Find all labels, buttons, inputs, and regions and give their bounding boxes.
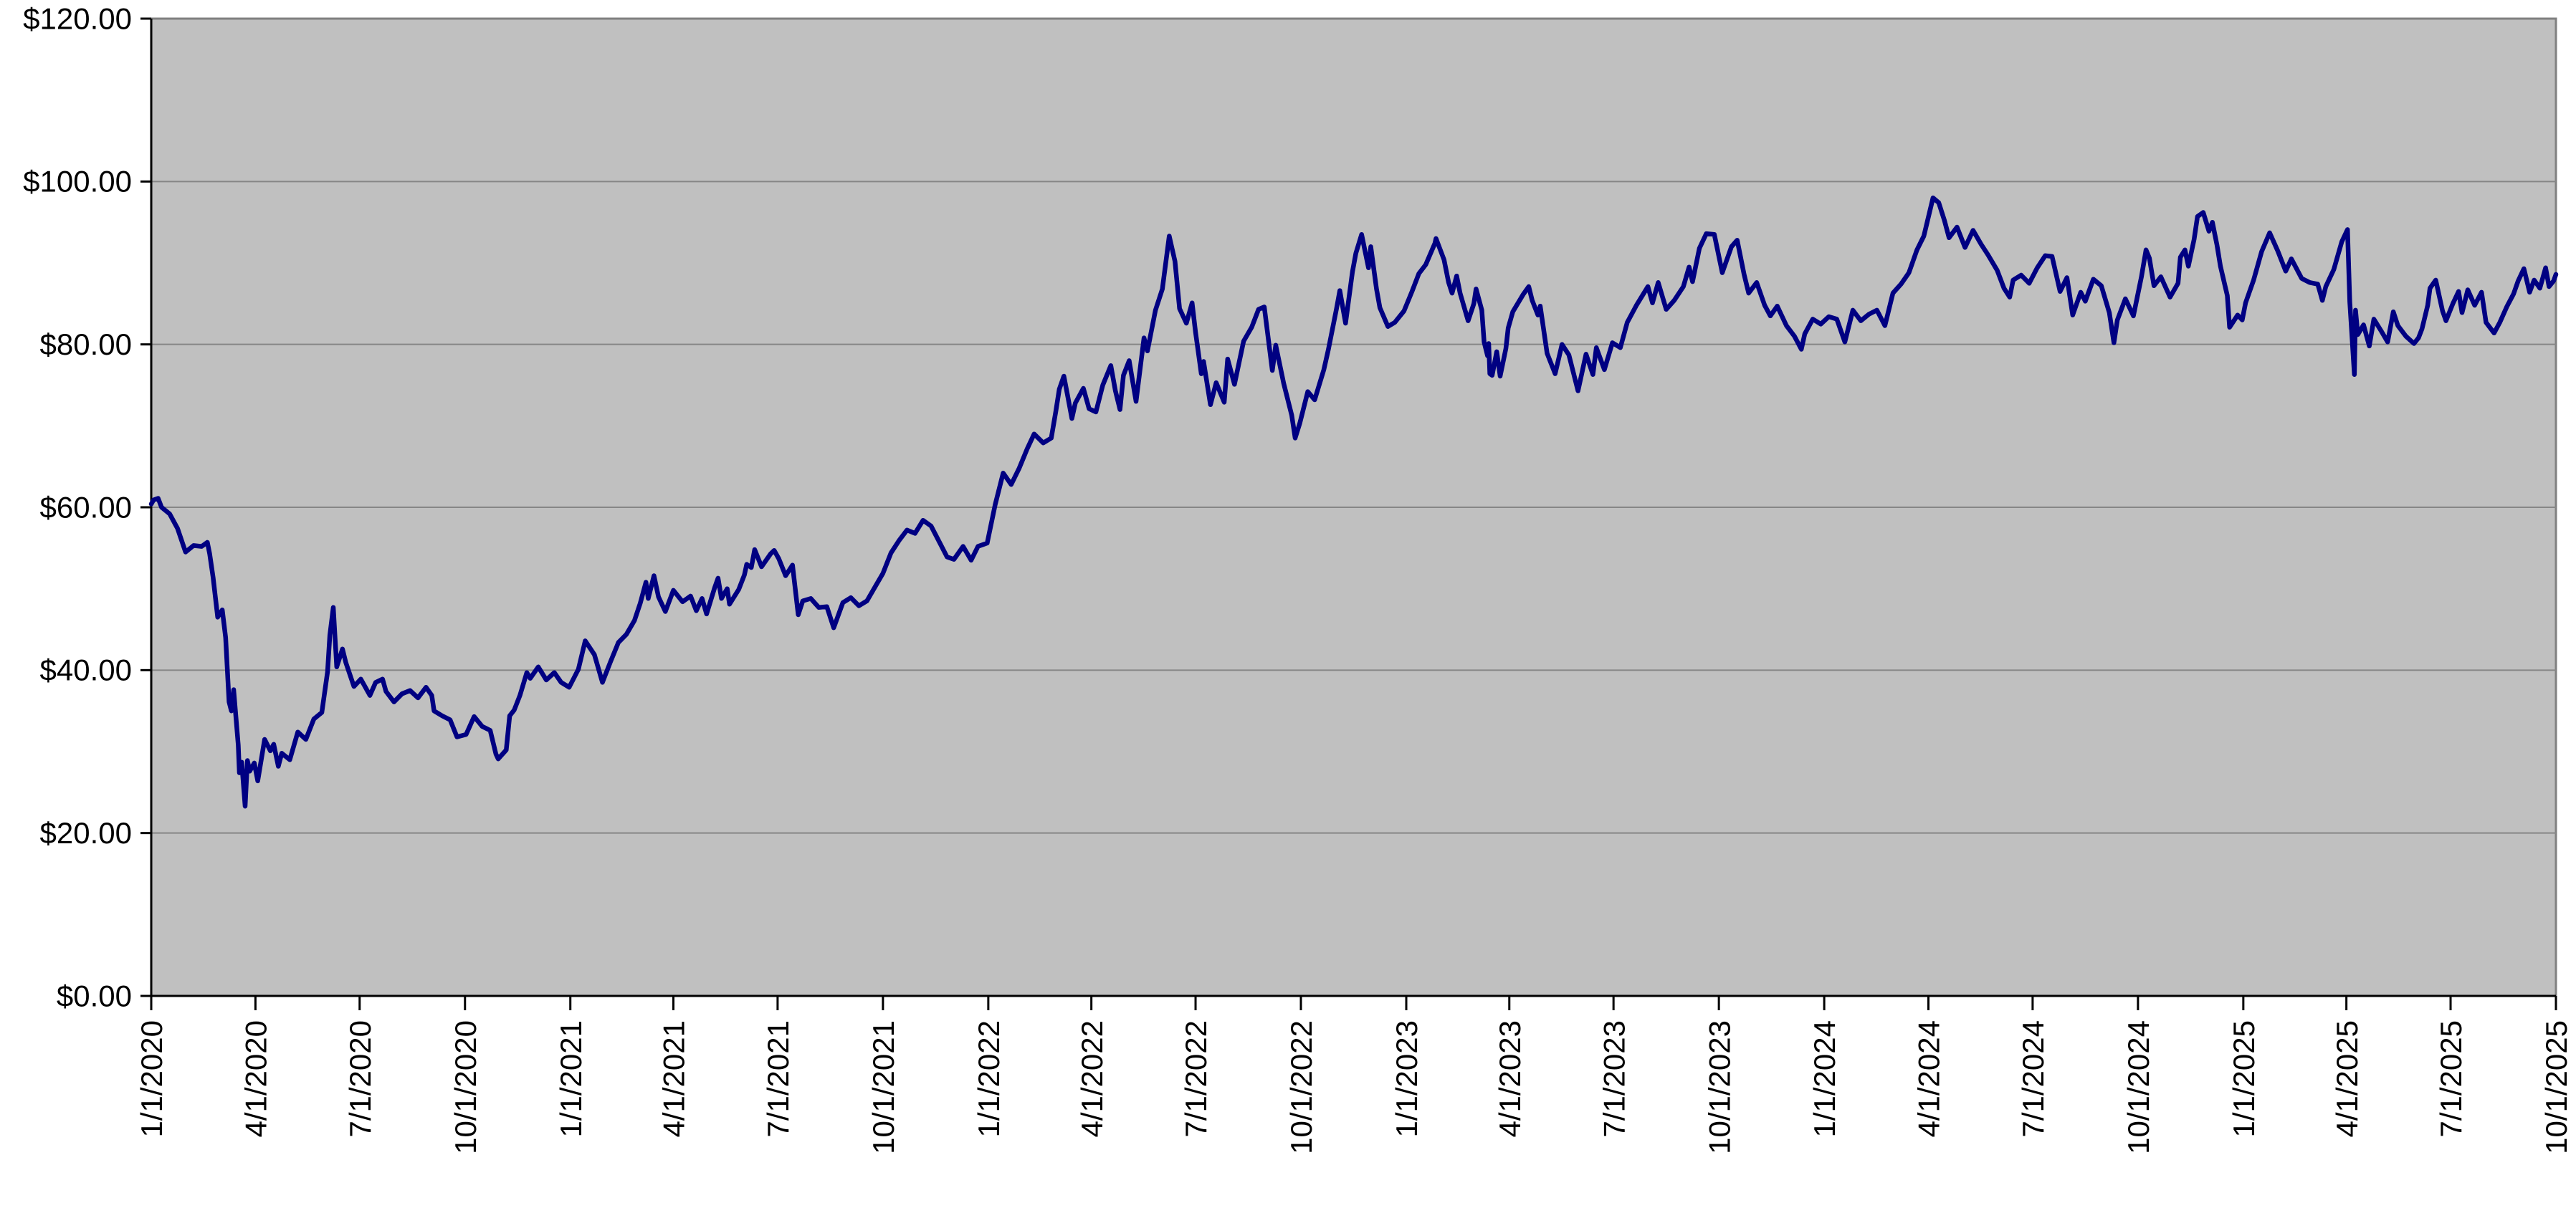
x-axis-label: 4/1/2020 (239, 1020, 273, 1138)
x-axis-label: 10/1/2021 (867, 1020, 900, 1154)
x-axis-label: 10/1/2020 (449, 1020, 482, 1154)
x-axis-label: 10/1/2023 (1702, 1020, 1736, 1154)
x-axis-label: 10/1/2025 (2539, 1020, 2573, 1154)
y-axis-label: $20.00 (40, 816, 132, 850)
y-axis-label: $40.00 (40, 653, 132, 687)
x-axis-label: 10/1/2024 (2122, 1020, 2155, 1154)
x-axis-label: 7/1/2024 (2016, 1020, 2050, 1138)
x-axis-label: 1/1/2022 (972, 1020, 1006, 1138)
x-axis-label: 4/1/2022 (1075, 1020, 1109, 1138)
x-axis-label: 7/1/2020 (343, 1020, 377, 1138)
x-axis-label: 4/1/2025 (2330, 1020, 2364, 1138)
x-axis-label: 4/1/2024 (1912, 1020, 1946, 1138)
x-axis-label: 4/1/2023 (1493, 1020, 1527, 1138)
x-axis-label: 4/1/2021 (657, 1020, 691, 1138)
y-axis-label: $100.00 (23, 165, 132, 198)
y-axis-label: $0.00 (57, 979, 132, 1012)
x-axis-label: 7/1/2021 (761, 1020, 795, 1138)
x-axis-label: 1/1/2023 (1390, 1020, 1423, 1138)
x-axis-label: 10/1/2022 (1284, 1020, 1318, 1154)
y-axis-label: $60.00 (40, 490, 132, 524)
price-line (148, 195, 2559, 809)
y-axis-label: $120.00 (23, 1, 132, 35)
x-axis-label: 7/1/2023 (1597, 1020, 1631, 1138)
x-axis-label: 7/1/2022 (1179, 1020, 1213, 1138)
x-axis-label: 7/1/2025 (2434, 1020, 2468, 1138)
x-axis-label: 1/1/2020 (135, 1020, 168, 1138)
x-axis-label: 1/1/2021 (554, 1020, 588, 1138)
y-axis-label: $80.00 (40, 327, 132, 361)
x-axis-label: 1/1/2025 (2227, 1020, 2261, 1138)
x-axis-label: 1/1/2024 (1808, 1020, 1841, 1138)
